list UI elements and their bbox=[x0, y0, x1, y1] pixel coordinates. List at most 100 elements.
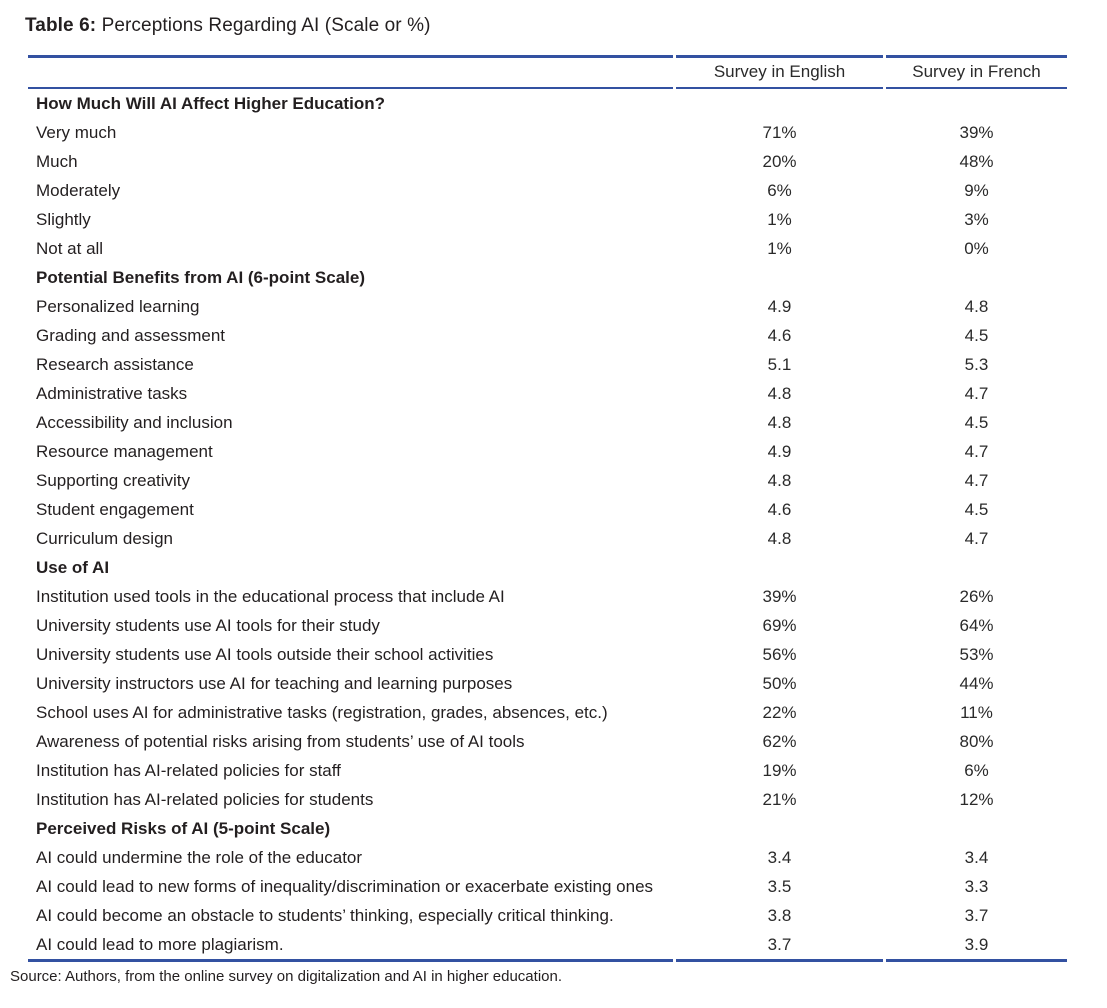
value-french: 5.3 bbox=[964, 354, 989, 374]
value-french: 4.5 bbox=[964, 325, 989, 345]
value-french: 3.4 bbox=[964, 847, 989, 867]
table-row: AI could lead to new forms of inequality… bbox=[28, 872, 1067, 901]
section-header-empty bbox=[676, 89, 883, 118]
section-header-row: Perceived Risks of AI (5-point Scale) bbox=[28, 814, 1067, 843]
section-header-label: How Much Will AI Affect Higher Education… bbox=[36, 93, 385, 113]
header-survey-french: Survey in French bbox=[886, 55, 1067, 89]
value-english: 3.4 bbox=[767, 847, 792, 867]
table-row: Resource management 4.9 4.7 bbox=[28, 437, 1067, 466]
table-row: Institution has AI-related policies for … bbox=[28, 756, 1067, 785]
source-note: Source: Authors, from the online survey … bbox=[10, 968, 563, 985]
value-french: 4.7 bbox=[964, 470, 989, 490]
value-english: 20% bbox=[762, 151, 797, 171]
table-row: Grading and assessment 4.6 4.5 bbox=[28, 321, 1067, 350]
value-french: 4.8 bbox=[964, 296, 989, 316]
row-label: School uses AI for administrative tasks … bbox=[36, 702, 608, 722]
row-label: Institution has AI-related policies for … bbox=[36, 760, 341, 780]
section-header-label: Potential Benefits from AI (6-point Scal… bbox=[36, 267, 366, 287]
value-english: 4.9 bbox=[767, 441, 792, 461]
table-row: Research assistance 5.1 5.3 bbox=[28, 350, 1067, 379]
table-row: Awareness of potential risks arising fro… bbox=[28, 727, 1067, 756]
table-row: Personalized learning 4.9 4.8 bbox=[28, 292, 1067, 321]
value-english: 4.6 bbox=[767, 499, 792, 519]
section-header-label: Perceived Risks of AI (5-point Scale) bbox=[36, 818, 331, 838]
value-english: 3.7 bbox=[676, 930, 883, 962]
value-english: 4.8 bbox=[767, 412, 792, 432]
value-english: 4.8 bbox=[767, 528, 792, 548]
value-french: 4.5 bbox=[964, 499, 989, 519]
value-english: 3.5 bbox=[767, 876, 792, 896]
table-row: Supporting creativity 4.8 4.7 bbox=[28, 466, 1067, 495]
value-english: 69% bbox=[762, 615, 797, 635]
table-row: Institution used tools in the educationa… bbox=[28, 582, 1067, 611]
row-label: University students use AI tools outside… bbox=[36, 644, 494, 664]
row-label: Institution used tools in the educationa… bbox=[36, 586, 505, 606]
value-english: 5.1 bbox=[767, 354, 792, 374]
value-english: 3.8 bbox=[767, 905, 792, 925]
row-label: Student engagement bbox=[36, 499, 194, 519]
section-header-row: Potential Benefits from AI (6-point Scal… bbox=[28, 263, 1067, 292]
table-row: Institution has AI-related policies for … bbox=[28, 785, 1067, 814]
table-row: Curriculum design 4.8 4.7 bbox=[28, 524, 1067, 553]
perceptions-table: Survey in English Survey in French How M… bbox=[25, 55, 1070, 962]
section-header-empty bbox=[886, 89, 1067, 118]
value-english: 50% bbox=[762, 673, 797, 693]
value-french: 3.3 bbox=[964, 876, 989, 896]
table-row: AI could become an obstacle to students’… bbox=[28, 901, 1067, 930]
value-french: 3.9 bbox=[886, 930, 1067, 962]
row-label: Not at all bbox=[36, 238, 104, 258]
value-french: 6% bbox=[964, 760, 989, 780]
table-row: Student engagement 4.6 4.5 bbox=[28, 495, 1067, 524]
row-label: Grading and assessment bbox=[36, 325, 225, 345]
value-english: 4.8 bbox=[767, 470, 792, 490]
value-french: 3.7 bbox=[964, 905, 989, 925]
table-row: University students use AI tools outside… bbox=[28, 640, 1067, 669]
table-caption: Perceptions Regarding AI (Scale or %) bbox=[96, 15, 431, 36]
table-row: AI could lead to more plagiarism. 3.7 3.9 bbox=[28, 930, 1067, 962]
section-header-row: Use of AI bbox=[28, 553, 1067, 582]
row-label: Slightly bbox=[36, 209, 91, 229]
row-label: Administrative tasks bbox=[36, 383, 188, 403]
row-label: University students use AI tools for the… bbox=[36, 615, 380, 635]
value-french: 48% bbox=[959, 151, 994, 171]
row-label: Institution has AI-related policies for … bbox=[36, 789, 374, 809]
section-header-empty bbox=[676, 263, 883, 292]
table-row: Much 20% 48% bbox=[28, 147, 1067, 176]
section-header-empty bbox=[886, 263, 1067, 292]
value-english: 39% bbox=[762, 586, 797, 606]
section-header-empty bbox=[676, 814, 883, 843]
row-label: AI could undermine the role of the educa… bbox=[36, 847, 363, 867]
value-english: 1% bbox=[767, 209, 792, 229]
section-header-empty bbox=[676, 553, 883, 582]
row-label: Accessibility and inclusion bbox=[36, 412, 233, 432]
value-french: 3% bbox=[964, 209, 989, 229]
value-english: 22% bbox=[762, 702, 797, 722]
row-label: AI could lead to more plagiarism. bbox=[28, 930, 673, 962]
value-english: 56% bbox=[762, 644, 797, 664]
row-label: AI could lead to new forms of inequality… bbox=[36, 876, 654, 896]
row-label: Awareness of potential risks arising fro… bbox=[36, 731, 525, 751]
table-row: Moderately 6% 9% bbox=[28, 176, 1067, 205]
table-number-label: Table 6: bbox=[25, 15, 97, 36]
value-english: 71% bbox=[762, 122, 797, 142]
value-english: 19% bbox=[762, 760, 797, 780]
table-title: Table 6: Perceptions Regarding AI (Scale… bbox=[25, 14, 1097, 38]
value-english: 4.9 bbox=[767, 296, 792, 316]
section-header-label: Use of AI bbox=[36, 557, 110, 577]
row-label: Very much bbox=[36, 122, 117, 142]
row-label: Much bbox=[36, 151, 78, 171]
value-french: 39% bbox=[959, 122, 994, 142]
value-english: 4.6 bbox=[767, 325, 792, 345]
value-french: 4.7 bbox=[964, 383, 989, 403]
value-french: 11% bbox=[960, 702, 993, 722]
table-row: Slightly 1% 3% bbox=[28, 205, 1067, 234]
value-english: 21% bbox=[762, 789, 797, 809]
table-row: Accessibility and inclusion 4.8 4.5 bbox=[28, 408, 1067, 437]
value-english: 62% bbox=[762, 731, 797, 751]
value-english: 4.8 bbox=[767, 383, 792, 403]
row-label: Supporting creativity bbox=[36, 470, 191, 490]
value-french: 44% bbox=[959, 673, 994, 693]
row-label: Curriculum design bbox=[36, 528, 173, 548]
section-header-empty bbox=[886, 814, 1067, 843]
section-header-empty bbox=[886, 553, 1067, 582]
